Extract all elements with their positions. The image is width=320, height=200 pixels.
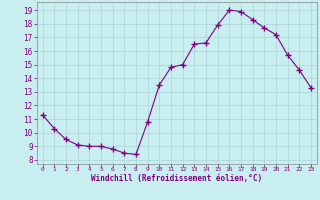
- X-axis label: Windchill (Refroidissement éolien,°C): Windchill (Refroidissement éolien,°C): [91, 174, 262, 183]
